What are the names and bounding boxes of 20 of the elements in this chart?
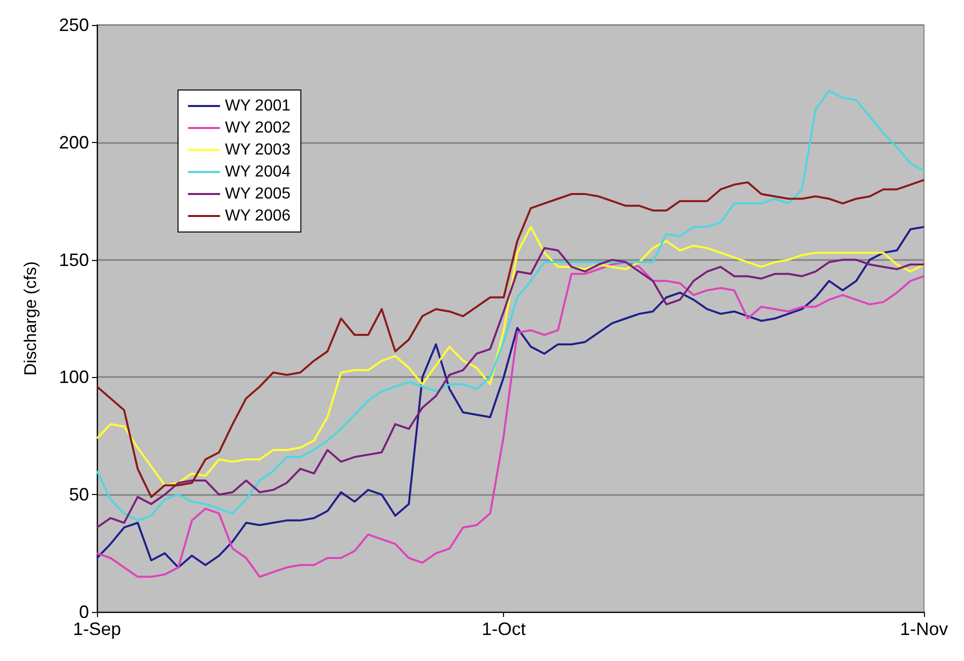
- line-series: [96, 178, 925, 498]
- x-tick-label: 1-Oct: [482, 619, 526, 639]
- line-series: [96, 90, 925, 522]
- legend-label: WY 2001: [225, 98, 291, 114]
- legend-label: WY 2003: [225, 142, 291, 158]
- y-tick-label: 50: [68, 484, 89, 505]
- y-axis-title: Discharge (cfs): [21, 261, 40, 376]
- line-series: [96, 247, 925, 528]
- legend-label: WY 2006: [225, 208, 291, 224]
- legend-label: WY 2004: [225, 164, 291, 180]
- legend-label: WY 2002: [225, 120, 291, 136]
- y-tick-label: 0: [78, 602, 89, 622]
- y-tick-label: 200: [58, 132, 89, 152]
- legend-label: WY 2005: [225, 186, 291, 202]
- y-tick-label: 150: [58, 250, 89, 270]
- y-tick-label: 100: [58, 367, 89, 388]
- x-tick-label: 1-Sep: [72, 619, 122, 639]
- y-tick-label: 250: [58, 15, 89, 35]
- x-tick-label: 1-Nov: [900, 619, 948, 639]
- line-series: [96, 226, 925, 486]
